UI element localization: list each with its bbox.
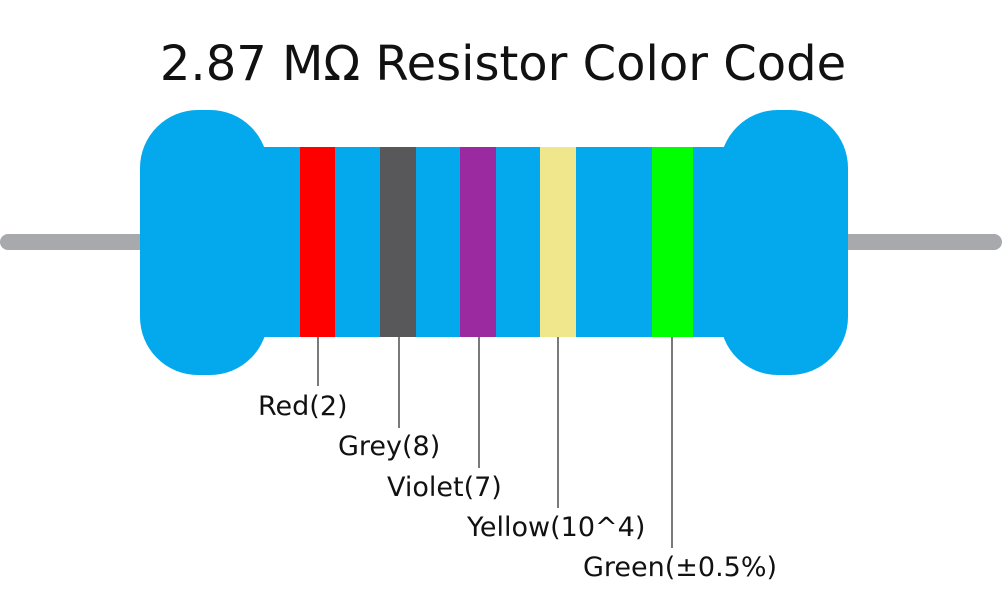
band [652, 147, 693, 337]
band-label: Green(±0.5%) [583, 552, 777, 583]
band [540, 147, 576, 337]
band [380, 147, 416, 337]
band [460, 147, 496, 337]
band [300, 147, 335, 337]
band-label: Yellow(10^4) [466, 512, 645, 543]
band-label: Red(2) [258, 391, 348, 422]
band-label: Violet(7) [387, 472, 502, 503]
band-label: Grey(8) [338, 431, 440, 462]
body-end-left [140, 110, 268, 375]
title: 2.87 MΩ Resistor Color Code [160, 36, 846, 92]
body-end-right [720, 110, 848, 375]
